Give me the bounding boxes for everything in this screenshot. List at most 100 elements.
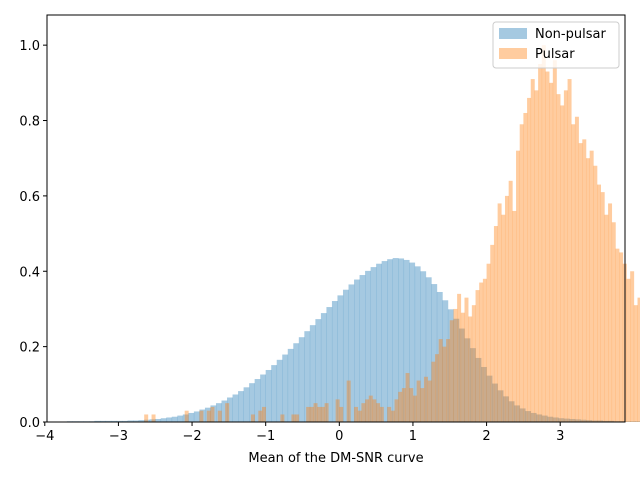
non-pulsar-bar [144,419,151,422]
pulsar-bar [225,403,230,422]
pulsar-bar [151,414,156,422]
pulsar-bar [144,414,149,422]
pulsar-bar [335,399,340,422]
pulsar-bar [460,312,465,422]
x-tick-label: 1 [409,429,417,444]
non-pulsar-bar [470,348,476,422]
non-pulsar-bar [376,263,382,422]
pulsar-bar [320,406,325,422]
non-pulsar-bar [287,348,294,422]
pulsar-bar [611,222,616,422]
pulsar-bar [390,410,395,422]
pulsar-bar [372,399,377,422]
non-pulsar-bar [508,401,515,422]
non-pulsar-bar [348,284,355,422]
pulsar-bar [416,380,421,422]
x-tick-label: 0 [335,429,343,444]
non-pulsar-bar [138,420,145,422]
pulsar-bar [497,203,502,422]
y-axis-ticks: 0.0 0.2 0.4 0.6 0.8 1.0 [19,39,47,431]
non-pulsar-bar [166,417,173,422]
non-pulsar-bar [326,307,333,422]
pulsar-bar [619,252,624,422]
non-pulsar-bar [580,419,587,422]
pulsar-bar [530,79,535,422]
pulsar-bars [144,45,640,423]
non-pulsar-bar [536,414,543,422]
non-pulsar-bar [260,374,266,422]
x-tick-label: 2 [482,429,490,444]
pulsar-bar [446,339,451,422]
non-pulsar-bar [199,409,206,422]
non-pulsar-bar [624,421,631,422]
pulsar-bar [516,150,521,423]
non-pulsar-bar [420,271,427,422]
pulsar-bar [262,406,266,422]
pulsar-bar [608,203,613,422]
pulsar-bar [361,403,366,422]
pulsar-bar [604,214,609,422]
pulsar-bar [527,97,532,422]
pulsar-bar [538,63,543,423]
non-pulsar-bar [309,325,316,422]
non-pulsar-bar [182,414,189,422]
non-pulsar-bar [298,337,305,422]
non-pulsar-bar [447,309,454,422]
pulsar-bar [471,305,476,422]
x-tick-label: −4 [35,429,54,444]
non-pulsar-bar [486,375,493,422]
y-tick-label: 1.0 [19,39,40,54]
non-pulsar-bar [249,383,255,422]
non-pulsar-bar [171,416,178,422]
pulsar-bar [317,406,322,422]
non-pulsar-bar [149,419,156,422]
non-pulsar-bar [210,405,217,422]
pulsar-bar [486,263,491,422]
pulsar-bar [431,361,436,422]
pulsar-bar [199,410,204,422]
pulsar-bar [453,308,458,422]
pulsar-bar [585,158,590,422]
non-pulsar-bar [177,415,184,422]
pulsar-bar [324,403,329,422]
pulsar-bar [217,410,222,422]
non-pulsar-bar [519,408,526,422]
non-pulsar-bar [635,421,640,422]
non-pulsar-bar [525,411,532,422]
pulsar-bar [435,354,440,422]
pulsar-bar [258,410,263,422]
non-pulsar-bar [541,415,548,422]
pulsar-bar [468,316,473,422]
pulsar-bar [250,414,255,422]
non-pulsar-bar [215,403,222,422]
non-pulsar-bar [105,420,112,422]
pulsar-bar [545,71,550,422]
non-pulsar-bar [133,420,139,422]
non-pulsar-bar [569,418,576,422]
x-tick-label: 3 [556,429,564,444]
non-pulsar-bar [238,391,244,422]
non-pulsar-bar [331,301,338,422]
non-pulsar-bar [111,420,117,422]
pulsar-bar [291,414,296,422]
non-pulsar-bar [563,418,570,422]
non-pulsar-bar [475,357,482,422]
non-pulsar-bar [453,318,460,422]
pulsar-bar [427,380,432,422]
pulsar-bar [556,94,561,422]
non-pulsar-bar [94,420,101,422]
non-pulsar-bar [271,365,278,422]
legend: Non-pulsar Pulsar [492,21,620,69]
non-pulsar-bar [387,259,393,422]
pulsar-bar [475,290,480,422]
y-tick-label: 0.0 [19,416,40,431]
pulsar-bar [501,214,506,422]
non-pulsar-bar [497,390,504,422]
pulsar-bar [563,90,568,423]
pulsar-bar [457,293,462,422]
legend-swatch-pulsar [499,48,527,59]
pulsar-bar [295,414,300,422]
non-pulsar-bar [552,417,559,422]
x-axis-label: Mean of the DM-SNR curve [248,451,423,466]
pulsar-bar [401,388,406,422]
